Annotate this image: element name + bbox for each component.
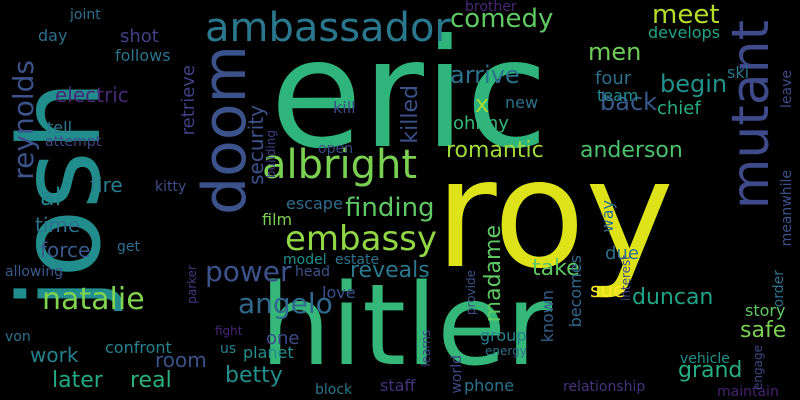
cloud-word: due [605, 243, 639, 264]
cloud-word: comedy [450, 4, 554, 34]
cloud-word: interest [619, 255, 633, 302]
cloud-word: relationship [563, 379, 646, 395]
cloud-word: vehicle [680, 351, 730, 367]
cloud-word: one [266, 328, 300, 349]
cloud-word: kitty [155, 179, 187, 195]
cloud-word: love [322, 283, 356, 302]
cloud-word: reveals [350, 258, 430, 283]
cloud-word: confront [105, 338, 172, 357]
cloud-word: us [220, 341, 237, 357]
cloud-word: natalie [42, 282, 145, 317]
cloud-word: estate [335, 252, 380, 268]
cloud-word: story [745, 301, 786, 320]
cloud-word: block [315, 382, 353, 398]
cloud-word: group [480, 326, 527, 345]
cloud-word: eric [270, 8, 549, 182]
cloud-word: team [597, 86, 639, 105]
cloud-word: arrive [450, 61, 520, 89]
cloud-word: planet [243, 343, 294, 362]
cloud-word: phone [464, 376, 515, 395]
cloud-word: later [52, 368, 103, 393]
cloud-word: allowing [5, 264, 64, 280]
cloud-word: al [40, 183, 62, 211]
cloud-word: meanwhile [779, 170, 795, 247]
cloud-word: take [532, 256, 580, 281]
cloud-word: hitler [260, 261, 553, 391]
cloud-word: world [449, 355, 465, 394]
cloud-word: becomes [566, 255, 585, 328]
cloud-word: chief [657, 98, 701, 119]
cloud-word: fire [90, 173, 123, 197]
cloud-word: way [598, 200, 617, 233]
cloud-word: develops [648, 23, 721, 42]
cloud-word: angelo [238, 287, 333, 320]
cloud-word: time [35, 213, 81, 237]
cloud-word: power [205, 255, 292, 288]
cloud-word: anderson [580, 138, 683, 163]
cloud-word: finding [345, 193, 435, 223]
cloud-word: mutant [721, 20, 781, 210]
cloud-word: von [5, 329, 31, 345]
cloud-word: embassy [285, 219, 438, 259]
cloud-word: force [40, 238, 91, 262]
cloud-word: parker [185, 265, 199, 304]
cloud-word: romantic [446, 138, 544, 163]
cloud-word: men [588, 38, 642, 66]
cloud-word: maintain [717, 384, 779, 400]
cloud-word: fight [215, 324, 243, 338]
cloud-word: kill [333, 98, 356, 117]
cloud-word: head [295, 264, 330, 280]
cloud-word: meet [652, 0, 720, 30]
cloud-word: albright [262, 142, 417, 188]
cloud-word: madame [481, 225, 506, 323]
cloud-word: johnny [448, 113, 509, 134]
cloud-word: retrieve [178, 65, 199, 136]
cloud-word: reynolds [7, 60, 40, 180]
cloud-word: escape [286, 194, 343, 213]
cloud-word: duncan [632, 285, 714, 310]
cloud-word: staff [380, 376, 416, 395]
cloud-word: roy [435, 128, 674, 302]
cloud-word: four [595, 68, 632, 89]
cloud-word: begin [660, 70, 728, 98]
cloud-word: open [318, 141, 353, 157]
cloud-word: provide [464, 270, 478, 316]
cloud-word: safe [740, 318, 787, 343]
cloud-word: ambassador [205, 5, 451, 51]
cloud-word: room [155, 348, 207, 372]
cloud-word: security [244, 105, 268, 185]
cloud-word: energy [485, 344, 527, 358]
cloud-word: joint [70, 7, 101, 23]
cloud-word: shot [120, 26, 159, 47]
cloud-word: get [117, 239, 140, 255]
cloud-word: leave [779, 70, 795, 108]
cloud-word: known [538, 290, 557, 343]
cloud-word: learns [419, 330, 433, 367]
cloud-word: killed [398, 85, 423, 144]
cloud-word: work [30, 343, 79, 367]
cloud-word: back [600, 88, 658, 116]
cloud-word: brother [465, 0, 517, 15]
cloud-word: engage [751, 345, 765, 390]
cloud-word: sue [590, 278, 626, 302]
cloud-word: ski [727, 63, 750, 82]
cloud-word: attempt [45, 134, 102, 150]
cloud-word: tell [47, 118, 73, 137]
cloud-word: real [130, 368, 172, 393]
cloud-word: film [262, 210, 293, 229]
cloud-word: building [264, 130, 278, 179]
cloud-word: betty [225, 363, 283, 388]
cloud-word: follows [115, 46, 171, 65]
cloud-word: new [505, 93, 539, 112]
cloud-word: x [475, 90, 490, 118]
cloud-word: model [283, 252, 327, 268]
cloud-word: order [771, 270, 787, 308]
cloud-word: day [38, 26, 68, 45]
cloud-word: grand [678, 358, 743, 383]
cloud-word: electric [55, 83, 129, 107]
